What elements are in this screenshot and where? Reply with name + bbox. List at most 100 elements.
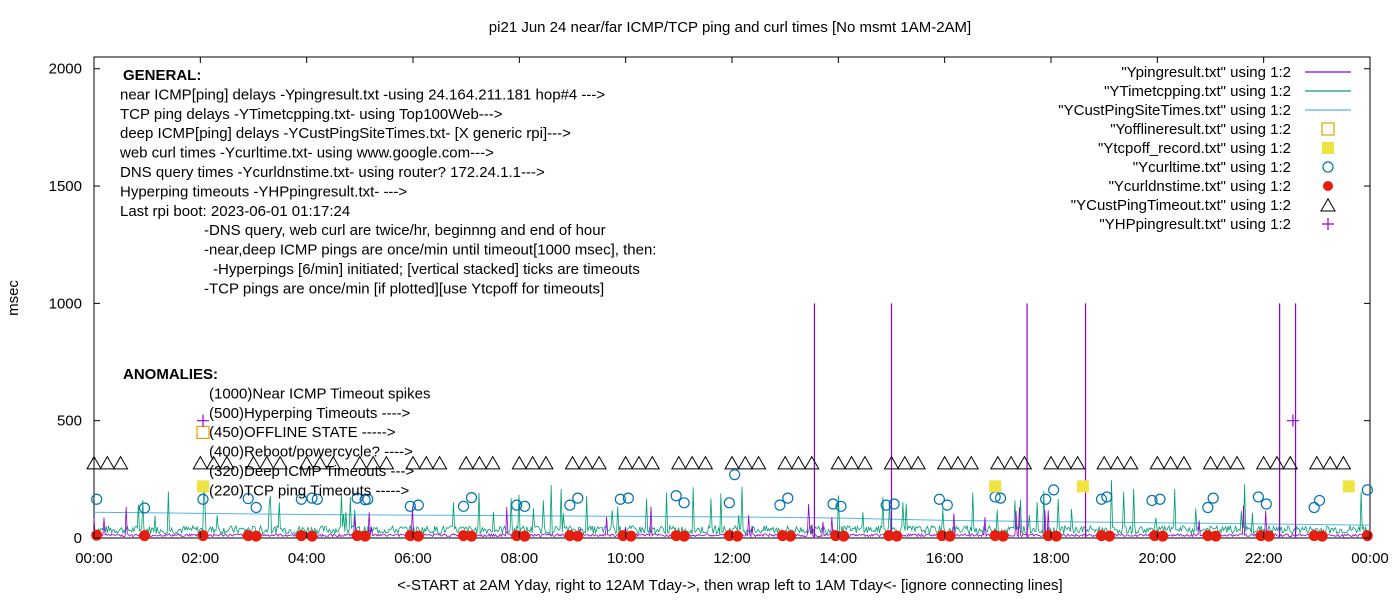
deep-icmp-timeout-marker — [245, 455, 262, 470]
curl-time-marker — [1308, 501, 1320, 514]
y-tick-label: 500 — [57, 413, 82, 430]
deep-icmp-timeout-marker — [325, 455, 342, 470]
general-annotation: near ICMP[ping] delays -Ypingresult.txt … — [120, 86, 605, 103]
deep-icmp-timeout-marker — [564, 455, 581, 470]
anomaly-annotation: ANOMALIES: — [123, 366, 218, 383]
curl-time-marker — [835, 500, 847, 512]
x-tick-label: 16:00 — [926, 550, 964, 567]
hyperping-timeout-marker — [1286, 414, 1299, 427]
general-annotation: -near,deep ICMP pings are once/min until… — [204, 242, 656, 259]
deep-icmp-timeout-marker — [431, 455, 448, 470]
tcp-ping-timeout-marker — [196, 480, 209, 493]
deep-icmp-timeout-marker — [591, 455, 607, 470]
anomaly-annotation: (320)Deep ICMP Timeouts ---> — [209, 463, 414, 480]
curl-time-marker — [1361, 484, 1373, 496]
curl-time-marker — [572, 492, 584, 504]
curl-time-marker — [729, 469, 741, 481]
curl-time-marker — [1313, 494, 1326, 507]
curl-time-marker — [564, 499, 576, 511]
dns-time-marker — [91, 529, 103, 541]
legend-label: "Yofflineresult.txt" using 1:2 — [1110, 121, 1291, 138]
dns-time-marker — [1157, 530, 1169, 542]
curl-time-marker — [306, 492, 318, 504]
chart-title: pi21 Jun 24 near/far ICMP/TCP ping and c… — [489, 19, 971, 36]
deep-icmp-timeout-marker — [777, 455, 794, 470]
deep-icmp-timeout-marker — [1043, 455, 1059, 470]
curl-time-marker — [311, 493, 323, 505]
legend-label: "YTimetcpping.txt" using 1:2 — [1104, 83, 1291, 100]
curl-time-marker — [412, 499, 424, 511]
deep-icmp-timeout-marker — [1096, 455, 1113, 470]
deep-icmp-timeout-marker — [511, 455, 528, 470]
deep-icmp-timeout-marker — [750, 455, 767, 470]
deep-icmp-timeout-marker — [1229, 455, 1245, 470]
deep-icmp-timeout-marker — [1016, 455, 1033, 470]
general-annotation: Last rpi boot: 2023-06-01 01:17:24 — [120, 203, 350, 220]
general-annotation: -DNS query, web curl are twice/hr, begin… — [204, 222, 606, 239]
curl-time-marker — [723, 497, 735, 509]
deep-icmp-timeout-marker — [1335, 455, 1352, 470]
deep-icmp-timeout-marker — [843, 455, 860, 470]
legend-triangle-swatch — [1320, 197, 1336, 212]
deep-icmp-timeout-marker — [803, 455, 820, 470]
deep-icmp-timeout-marker — [298, 455, 315, 470]
deep-icmp-timeout-marker — [86, 455, 102, 470]
curl-time-marker — [1207, 492, 1219, 504]
curl-time-marker — [519, 500, 531, 512]
legend-label: "Ycurldnstime.txt" using 1:2 — [1109, 178, 1291, 195]
x-tick-label: 00:00 — [1351, 550, 1389, 567]
deep-icmp-timeout-marker — [219, 455, 235, 470]
deep-icmp-timeout-marker — [1308, 455, 1325, 470]
x-tick-label: 06:00 — [394, 550, 432, 567]
dns-time-marker — [519, 530, 531, 542]
axis-ticks: 00:00 02:00 04:00 06:00 08:00 10:00 12:00 14:00… — [49, 57, 1389, 567]
deep-icmp-timeout-marker — [1122, 455, 1139, 470]
anomaly-annotation: (450)OFFLINE STATE -----> — [209, 424, 396, 441]
deep-icmp-timeout-marker — [790, 455, 807, 470]
legend-label: "Ycurltime.txt" using 1:2 — [1133, 159, 1291, 176]
dns-time-marker — [572, 530, 584, 542]
curl-time-marker — [351, 492, 363, 504]
curl-time-marker — [1040, 493, 1052, 505]
curl-time-marker — [782, 492, 794, 504]
general-annotation: -Hyperpings [6/min] initiated; [vertical… — [213, 261, 640, 278]
deep-icmp-timeout-marker — [458, 455, 475, 470]
x-tick-label: 08:00 — [501, 550, 539, 567]
dns-time-marker — [838, 530, 850, 542]
tcp-ping-timeout-marker — [989, 480, 1002, 493]
curl-time-marker — [197, 493, 209, 505]
deep-icmp-timeout-marker — [112, 455, 129, 470]
x-tick-label: 14:00 — [820, 550, 858, 567]
dns-time-marker — [944, 530, 956, 542]
legend-label: "Ypingresult.txt" using 1:2 — [1121, 64, 1291, 81]
general-annotation: -TCP pings are once/min [if plotted][use… — [204, 280, 604, 297]
curl-time-marker — [678, 497, 690, 509]
anomaly-annotation: (500)Hyperping Timeouts ----> — [209, 405, 411, 422]
deep-icmp-timeout-marker — [1056, 455, 1073, 470]
x-tick-label: 12:00 — [713, 550, 751, 567]
curl-time-marker — [1095, 493, 1108, 505]
general-annotation: DNS query times -Ycurldnstime.txt- using… — [120, 164, 545, 181]
dns-time-marker — [1210, 530, 1222, 542]
curl-time-marker — [827, 498, 839, 510]
deep-icmp-baseline-line — [93, 511, 1371, 526]
legend: "Ypingresult.txt" using 1:2 "YTimetcpping… — [1058, 64, 1351, 233]
dns-time-marker — [891, 530, 903, 542]
y-axis-label: msec — [5, 280, 22, 316]
deep-icmp-timeout-marker — [192, 455, 209, 470]
general-annotation: Hyperping timeouts -YHPpingresult.txt- -… — [120, 183, 407, 200]
general-annotation: web curl times -Ycurltime.txt- using www… — [119, 145, 494, 162]
x-tick-label: 10:00 — [607, 550, 645, 567]
deep-icmp-timeout-marker — [1109, 455, 1126, 470]
x-tick-label: 22:00 — [1245, 550, 1283, 567]
curl-time-marker — [91, 493, 103, 505]
curl-time-marker — [511, 499, 523, 511]
deep-icmp-timeout-marker — [365, 455, 381, 470]
general-annotation: GENERAL: — [123, 67, 201, 84]
deep-icmp-timeout-marker — [896, 455, 913, 470]
deep-icmp-timeout-marker — [617, 455, 634, 470]
curl-time-marker — [880, 499, 892, 511]
y-tick-label: 1500 — [49, 178, 82, 195]
tcp-ping-timeout-marker — [1342, 480, 1355, 493]
